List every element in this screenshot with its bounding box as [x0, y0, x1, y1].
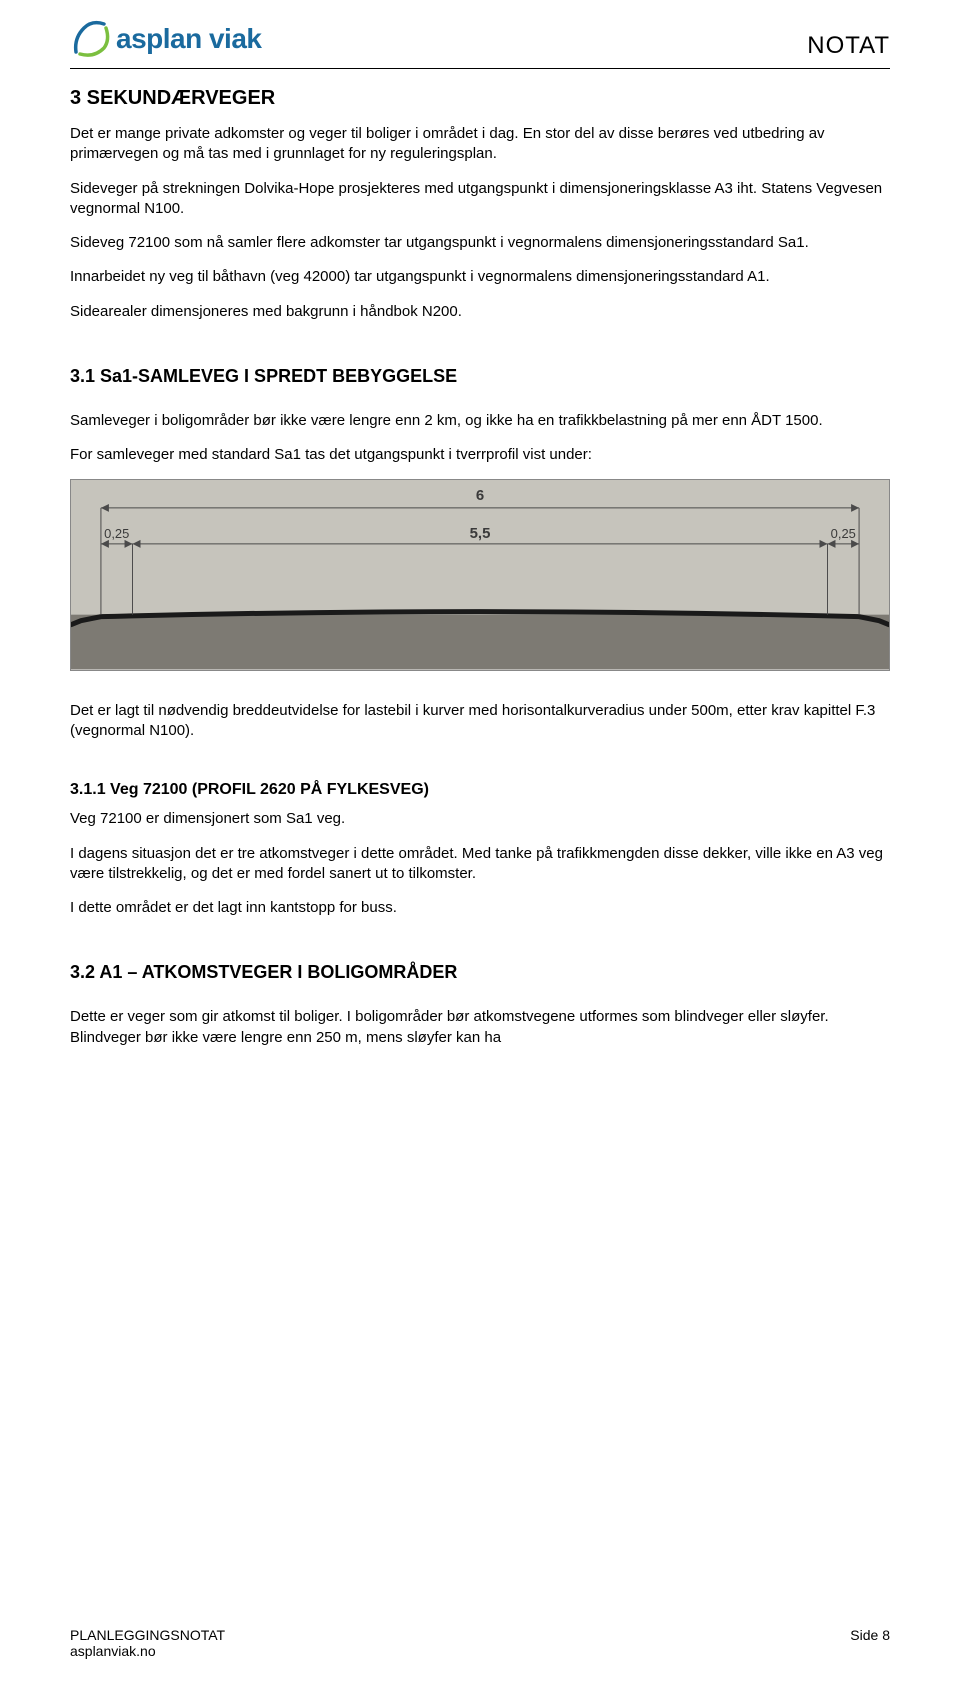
svg-text:5,5: 5,5	[470, 525, 491, 542]
footer-left: PLANLEGGINGSNOTAT asplanviak.no	[70, 1627, 225, 1659]
svg-text:0,25: 0,25	[104, 526, 129, 541]
section3-paragraph-1: Det er mange private adkomster og veger …	[70, 124, 890, 165]
page-header: asplan viak NOTAT	[70, 18, 890, 69]
heading-section-3-1-1: 3.1.1 Veg 72100 (PROFIL 2620 PÅ FYLKESVE…	[70, 781, 890, 799]
heading-section-3-1: 3.1 Sa1-SAMLEVEG I SPREDT BEBYGGELSE	[70, 366, 890, 387]
cross-section-diagram: 6 5,5 0,25 0,25	[70, 479, 890, 671]
section3-paragraph-3: Sideveg 72100 som nå samler flere adkoms…	[70, 233, 890, 253]
section3-paragraph-4: Innarbeidet ny veg til båthavn (veg 4200…	[70, 267, 890, 287]
heading-section-3: 3 SEKUNDÆRVEGER	[70, 87, 890, 110]
section3-paragraph-5: Sidearealer dimensjoneres med bakgrunn i…	[70, 302, 890, 322]
section3-1-1-paragraph-1: Veg 72100 er dimensjonert som Sa1 veg.	[70, 809, 890, 829]
section3-1-paragraph-2: For samleveger med standard Sa1 tas det …	[70, 445, 890, 465]
svg-text:6: 6	[476, 487, 484, 504]
page-footer: PLANLEGGINGSNOTAT asplanviak.no Side 8	[70, 1627, 890, 1659]
section3-1-paragraph-1: Samleveger i boligområder bør ikke være …	[70, 411, 890, 431]
brand-logo: asplan viak	[70, 18, 261, 60]
heading-section-3-2: 3.2 A1 – ATKOMSTVEGER I BOLIGOMRÅDER	[70, 962, 890, 983]
footer-doc-title: PLANLEGGINGSNOTAT	[70, 1627, 225, 1643]
logo-mark-icon	[70, 18, 112, 60]
section3-1-1-paragraph-2: I dagens situasjon det er tre atkomstveg…	[70, 844, 890, 885]
section3-1-1-paragraph-3: I dette området er det lagt inn kantstop…	[70, 898, 890, 918]
cross-section-svg: 6 5,5 0,25 0,25	[71, 480, 889, 670]
section3-1-after-fig-paragraph: Det er lagt til nødvendig breddeutvidels…	[70, 701, 890, 742]
footer-page-number: Side 8	[850, 1627, 890, 1659]
section3-2-paragraph-1: Dette er veger som gir atkomst til bolig…	[70, 1007, 890, 1048]
svg-text:0,25: 0,25	[831, 526, 856, 541]
document-type-label: NOTAT	[807, 32, 890, 60]
document-page: asplan viak NOTAT 3 SEKUNDÆRVEGER Det er…	[0, 0, 960, 1122]
footer-website: asplanviak.no	[70, 1643, 225, 1659]
brand-name: asplan viak	[116, 23, 261, 55]
section3-paragraph-2: Sideveger på strekningen Dolvika-Hope pr…	[70, 179, 890, 220]
